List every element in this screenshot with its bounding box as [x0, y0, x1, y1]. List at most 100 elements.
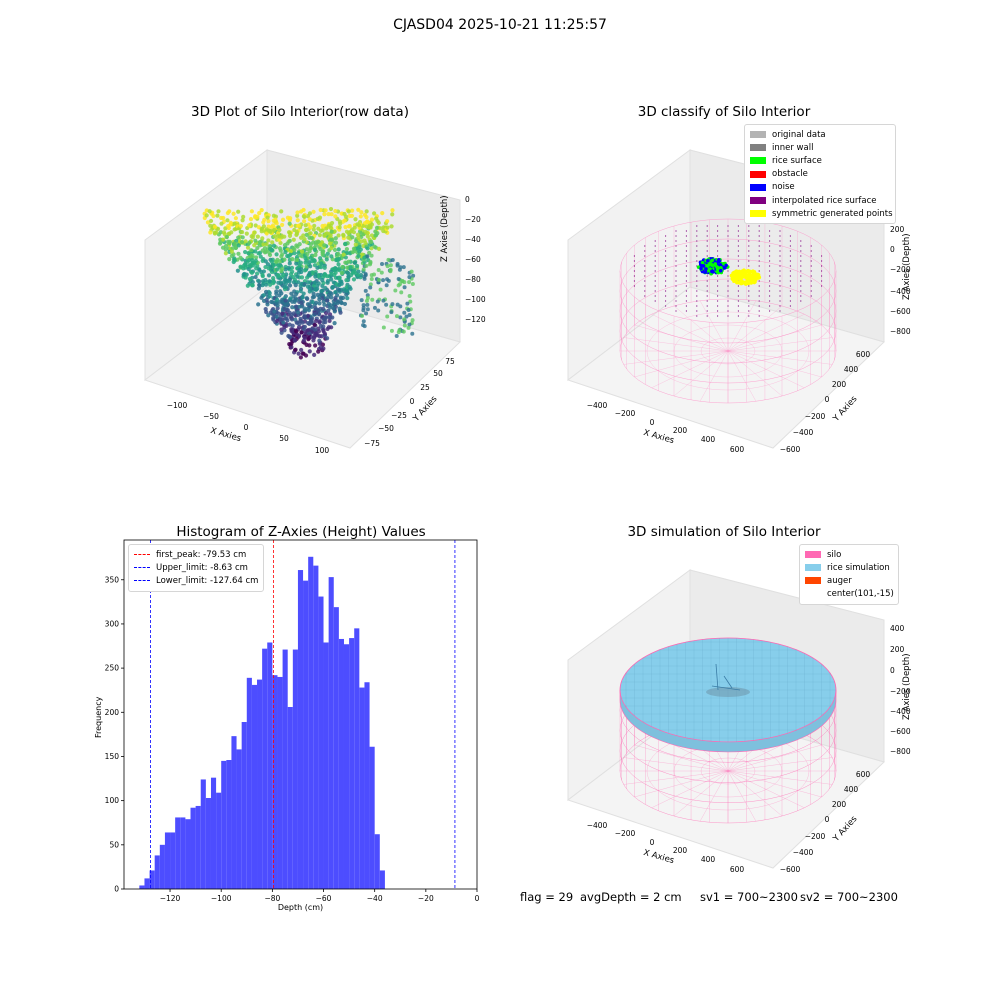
- hist-xlabel: Depth (cm): [277, 903, 324, 912]
- hist-bar: [313, 565, 319, 889]
- hist-bar: [292, 649, 298, 889]
- sim-plot-title: 3D simulation of Silo Interior: [627, 524, 821, 540]
- hist-bar: [303, 580, 309, 889]
- raw-z-tick-label: −80: [465, 275, 481, 284]
- classify-plot-title: 3D classify of Silo Interior: [637, 104, 811, 120]
- cls-classified-points: [696, 257, 762, 286]
- cls-y-tick-label: 0: [825, 395, 830, 404]
- raw-y-tick-label: −50: [378, 424, 394, 433]
- hist-bar: [323, 642, 329, 889]
- sim-x-tick-label: 600: [730, 865, 745, 874]
- hist-bar: [262, 648, 268, 889]
- sim-floor-pane: [566, 706, 885, 869]
- cls-x-tick-label: −200: [615, 409, 636, 418]
- hist-bar: [154, 855, 160, 889]
- hist-bar: [282, 649, 288, 889]
- cls-x-tick-label: 200: [673, 426, 688, 435]
- sim-z-tick-label: 0: [890, 666, 895, 675]
- legend-lower-limit: Lower_limit: -127.64 cm: [134, 574, 258, 587]
- hist-bar: [354, 628, 360, 889]
- hist-bar: [369, 746, 375, 889]
- hist-bar: [231, 736, 237, 889]
- hist-x-tick-label: −80: [264, 894, 280, 903]
- hist-bar: [200, 779, 206, 889]
- legend-upper-limit: Upper_limit: -8.63 cm: [134, 561, 258, 574]
- cls-z-tick-label: −800: [890, 327, 911, 336]
- cls-y-tick-label: 600: [856, 350, 871, 359]
- legend-inner-wall: inner wall: [750, 141, 890, 154]
- sim-z-tick-label: 400: [890, 624, 905, 633]
- raw-x-tick-label: 100: [315, 446, 330, 455]
- hist-y-tick-label: 200: [105, 708, 120, 717]
- raw-plot-title: 3D Plot of Silo Interior(row data): [191, 104, 409, 120]
- sim-z-tick-label: −400: [890, 707, 911, 716]
- sim-x-tick-label: 0: [650, 838, 655, 847]
- hist-bar: [205, 797, 211, 889]
- hist-bar: [159, 844, 165, 889]
- hist-bar: [144, 878, 150, 889]
- hist-bar: [139, 885, 145, 889]
- cls-z-tick-label: −400: [890, 287, 911, 296]
- raw-z-tick-label: −20: [465, 215, 481, 224]
- cls-y-tick-label: 400: [844, 365, 859, 374]
- sim-x-tick-label: −400: [587, 821, 608, 830]
- hist-y-tick-label: 0: [114, 885, 119, 894]
- hist-bar: [308, 556, 314, 889]
- hist-x-tick-label: −60: [316, 894, 332, 903]
- cls-z-tick-label: 200: [890, 225, 905, 234]
- legend-rice-surface: rice surface: [750, 154, 890, 167]
- hist-x-ticks: −120 −100 −80 −60 −40 −20 0: [160, 889, 480, 903]
- raw-z-tick-label: −60: [465, 255, 481, 264]
- hist-bar: [210, 777, 217, 889]
- status-avg-depth: avgDepth = 2 cm: [580, 890, 682, 904]
- cls-y-tick-label: −400: [793, 428, 814, 437]
- classify-legend: original data inner wall rice surface ob…: [744, 124, 896, 225]
- hist-x-tick-label: −120: [160, 894, 181, 903]
- hist-bar: [349, 638, 355, 889]
- raw-z-tick-label: 0: [465, 195, 470, 204]
- hist-x-tick-label: 0: [475, 894, 480, 903]
- cls-z-tick-label: −200: [890, 265, 911, 274]
- sim-y-tick-label: 0: [825, 815, 830, 824]
- hist-bar: [246, 677, 252, 889]
- hist-bar: [149, 870, 155, 889]
- cls-surface-dots: [633, 225, 823, 317]
- hist-bar: [241, 722, 247, 889]
- status-sv1: sv1 = 700~2300: [700, 890, 798, 904]
- hist-y-tick-label: 350: [105, 575, 120, 584]
- hist-x-tick-label: −100: [211, 894, 232, 903]
- sim-y-tick-label: −400: [793, 848, 814, 857]
- sim-z-tick-label: −800: [890, 747, 911, 756]
- sim-z-tick-label: 200: [890, 645, 905, 654]
- sim-y-tick-label: −600: [780, 865, 801, 874]
- legend-obstacle: obstacle: [750, 168, 890, 181]
- hist-bar: [195, 805, 201, 889]
- sim-z-tick-label: −600: [890, 727, 911, 736]
- histogram-bars: [139, 556, 385, 889]
- hist-bar: [364, 682, 370, 889]
- hist-y-tick-label: 300: [105, 619, 120, 628]
- hist-bar: [180, 817, 186, 889]
- hist-bar: [287, 706, 293, 889]
- cls-x-tick-label: 400: [701, 435, 716, 444]
- hist-y-tick-label: 250: [105, 664, 120, 673]
- sim-legend: silo rice simulation auger center(101,-1…: [799, 544, 899, 605]
- hist-bar: [267, 642, 273, 889]
- raw-y-tick-label: 50: [433, 369, 443, 378]
- hist-bar: [185, 819, 191, 889]
- legend-noise: noise: [750, 181, 890, 194]
- sim-y-tick-label: −200: [805, 832, 826, 841]
- raw-x-tick-label: −100: [167, 401, 188, 410]
- cls-x-tick-label: 600: [730, 445, 745, 454]
- sim-x-tick-label: −200: [615, 829, 636, 838]
- raw-y-tick-label: −25: [391, 411, 407, 420]
- cls-x-tick-label: −400: [587, 401, 608, 410]
- hist-y-ticks: 0 50 100 150 200 250 300 350: [105, 575, 124, 894]
- cls-z-tick-label: −600: [890, 307, 911, 316]
- legend-auger: auger: [805, 574, 893, 587]
- cls-y-tick-label: −200: [805, 412, 826, 421]
- raw-z-tick-label: −100: [465, 295, 486, 304]
- hist-bar: [164, 832, 171, 889]
